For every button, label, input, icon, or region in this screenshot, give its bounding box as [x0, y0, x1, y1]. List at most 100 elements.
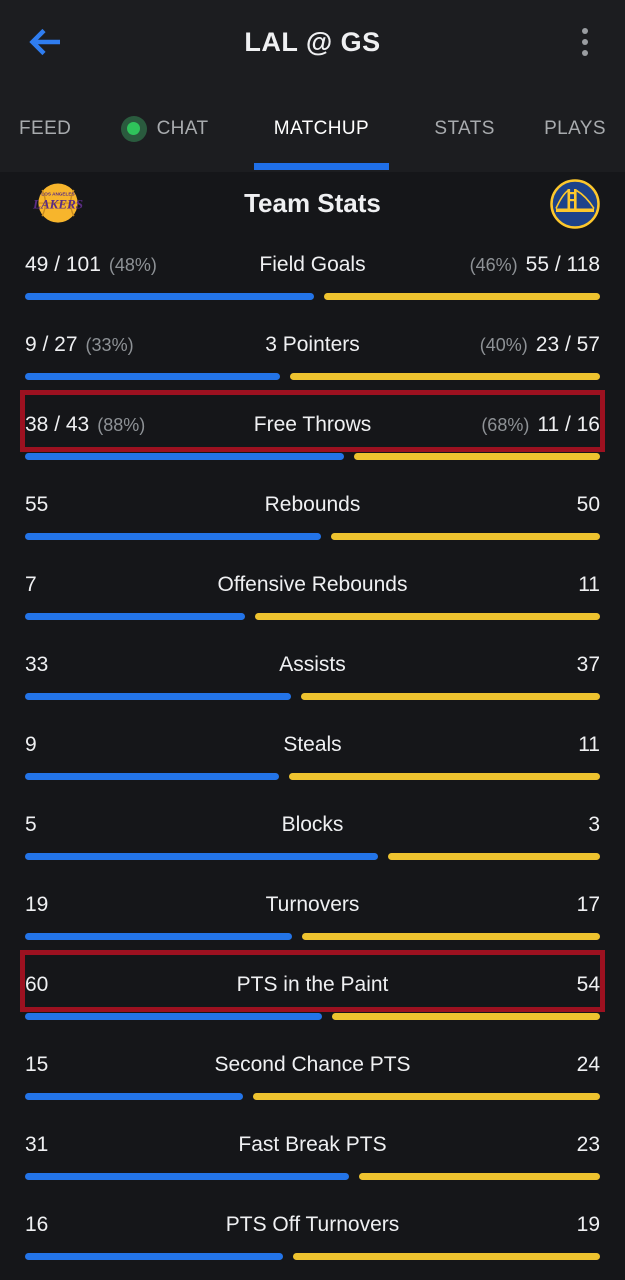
gs-bar [290, 373, 600, 380]
svg-text:LOS ANGELES: LOS ANGELES [41, 192, 74, 197]
gs-stat-value: 23 [576, 1133, 600, 1156]
tab-label: CHAT [156, 117, 209, 139]
gs-stat-value: 11 / 16 [537, 413, 600, 436]
gs-stat-value: 11 [578, 733, 600, 756]
stat-row: 15 Second Chance PTS 24 [0, 1035, 625, 1115]
back-arrow-icon [29, 28, 60, 56]
gs-stat-value: 23 / 57 [535, 333, 600, 356]
app-bar: LAL @ GS [0, 0, 625, 85]
back-button[interactable] [26, 24, 66, 60]
lal-bar [25, 293, 314, 300]
gs-stat-value: 3 [588, 813, 600, 836]
team-stats-header: LOS ANGELES LAKERS Team Stats [0, 172, 625, 235]
gs-stat-value: 50 [576, 493, 600, 516]
home-stat: 60 [25, 973, 56, 997]
gs-bar [359, 1173, 600, 1180]
lal-stat-value: 33 [25, 653, 49, 676]
stat-label: Assists [279, 653, 346, 676]
home-stat: 49 / 101 (48%) [25, 253, 157, 277]
stat-bars [25, 1093, 600, 1100]
lal-bar [25, 1093, 243, 1100]
lal-stat-value: 49 / 101 [25, 253, 101, 276]
lal-bar [25, 453, 344, 460]
tab-label: MATCHUP [273, 117, 370, 139]
lal-stat-value: 9 [25, 733, 37, 756]
lal-stat-percent: (48%) [108, 255, 157, 275]
stat-row: 9 / 27 (33%) 3 Pointers (40%) 23 / 57 [0, 315, 625, 395]
away-stat: (40%) 23 / 57 [480, 333, 600, 357]
gs-bar [289, 773, 600, 780]
team-stats-list: 49 / 101 (48%) Field Goals (46%) 55 / 11… [0, 235, 625, 1280]
gs-stat-value: 37 [576, 653, 600, 676]
stat-row: 33 Assists 37 [0, 635, 625, 715]
gs-stat-value: 24 [576, 1053, 600, 1076]
stat-row: 38 / 43 (88%) Free Throws (68%) 11 / 16 [0, 390, 625, 475]
home-stat: 15 [25, 1053, 56, 1077]
live-chat-dot-icon [120, 115, 147, 142]
stat-bars [25, 533, 600, 540]
stat-row: 49 / 101 (48%) Field Goals (46%) 55 / 11… [0, 235, 625, 315]
away-stat: 17 [569, 893, 600, 917]
home-stat: 31 [25, 1133, 56, 1157]
stat-bars [25, 373, 600, 380]
away-stat: 11 [570, 573, 600, 597]
home-stat: 7 [25, 573, 45, 597]
home-stat: 38 / 43 (88%) [25, 413, 145, 437]
stat-label: Second Chance PTS [214, 1053, 411, 1076]
gs-bar [301, 933, 600, 940]
tab-stats[interactable]: STATS [430, 85, 498, 172]
tab-matchup[interactable]: MATCHUP [253, 85, 390, 172]
tab-plays[interactable]: PLAYS [540, 85, 610, 172]
stat-row: 60 PTS in the Paint 54 [0, 950, 625, 1035]
away-stat: 50 [569, 493, 600, 517]
svg-text:LAKERS: LAKERS [32, 197, 83, 212]
stat-label: Free Throws [253, 413, 372, 436]
stat-label: Offensive Rebounds [217, 573, 408, 596]
stat-bars [25, 773, 600, 780]
gs-bar [331, 533, 600, 540]
lal-stat-percent: (88%) [97, 415, 146, 435]
away-stat: 19 [569, 1213, 600, 1237]
lal-bar [25, 853, 379, 860]
home-stat: 19 [25, 893, 56, 917]
away-stat: 23 [569, 1133, 600, 1157]
page-title: LAL @ GS [244, 27, 381, 57]
tab-label: PLAYS [544, 117, 606, 139]
stat-bars [25, 1013, 600, 1020]
stat-bars [25, 933, 600, 940]
lal-bar [25, 373, 281, 380]
lal-stat-value: 15 [25, 1053, 49, 1076]
tab-label: STATS [434, 117, 495, 139]
gs-bar [293, 1253, 600, 1260]
stat-row: 19 Turnovers 17 [0, 875, 625, 955]
overflow-menu-button[interactable] [571, 22, 599, 62]
gs-bar [323, 293, 600, 300]
away-stat: (68%) 11 / 16 [481, 413, 600, 437]
warriors-logo [547, 178, 603, 230]
stat-row: 31 Fast Break PTS 23 [0, 1115, 625, 1195]
stat-label: 3 Pointers [265, 333, 360, 356]
tab-bar: FEED CHAT MATCHUP STATS PLAYS [0, 85, 625, 172]
kebab-menu-icon [582, 39, 588, 45]
away-stat: (46%) 55 / 118 [470, 253, 600, 277]
stat-label: Steals [283, 733, 342, 756]
lal-stat-value: 60 [25, 973, 49, 996]
lal-stat-value: 19 [25, 893, 49, 916]
gs-bar [301, 693, 600, 700]
lal-stat-value: 38 / 43 [25, 413, 90, 436]
away-stat: 11 [570, 733, 600, 757]
stat-row: 7 Offensive Rebounds 11 [0, 555, 625, 635]
tab-feed[interactable]: FEED [15, 85, 75, 172]
home-stat: 9 [25, 733, 45, 757]
gs-stat-value: 17 [576, 893, 600, 916]
tab-chat[interactable]: CHAT [117, 85, 213, 172]
stat-label: Turnovers [265, 893, 360, 916]
stat-label: Blocks [281, 813, 344, 836]
home-stat: 5 [25, 813, 45, 837]
lal-bar [25, 933, 292, 940]
stat-bars [25, 693, 600, 700]
lal-bar [25, 1253, 284, 1260]
gs-stat-percent: (40%) [479, 335, 528, 355]
stat-row: 9 Steals 11 [0, 715, 625, 795]
lakers-logo: LOS ANGELES LAKERS [30, 178, 86, 230]
